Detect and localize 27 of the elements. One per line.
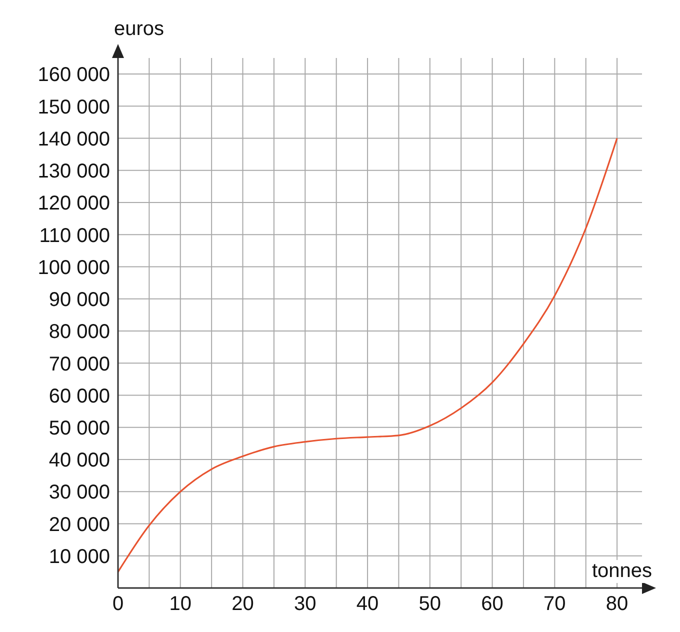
y-tick-label: 80 000: [48, 321, 110, 344]
x-tick-label: 80: [606, 593, 628, 616]
x-axis-title: tonnes: [592, 560, 652, 583]
y-tick-label: 160 000: [38, 64, 110, 86]
x-tick-label: 30: [294, 593, 316, 616]
y-tick-label: 50 000: [48, 417, 110, 440]
y-tick-label: 100 000: [38, 256, 110, 279]
x-tick-label: 60: [481, 593, 504, 616]
x-tick-label: 20: [232, 593, 254, 616]
y-tick-label: 40 000: [48, 450, 110, 472]
y-tick-label: 10 000: [48, 546, 110, 568]
y-axis-title: euros: [114, 18, 164, 41]
y-tick-label: 130 000: [38, 160, 110, 183]
y-tick-label: 60 000: [48, 385, 110, 408]
x-tick-label: 0: [112, 593, 124, 616]
y-tick-label: 150 000: [38, 96, 110, 118]
x-tick-label: 40: [356, 593, 379, 616]
y-tick-label: 110 000: [39, 224, 110, 247]
y-tick-label: 120 000: [38, 192, 110, 215]
y-tick-label: 30 000: [48, 482, 110, 504]
y-tick-label: 70 000: [48, 353, 110, 376]
y-tick-label: 20 000: [48, 514, 110, 536]
y-tick-label: 90 000: [48, 289, 110, 312]
x-tick-label: 70: [544, 593, 566, 616]
x-tick-label: 10: [169, 593, 192, 616]
y-tick-label: 140 000: [38, 128, 110, 150]
x-tick-label: 50: [418, 593, 442, 616]
